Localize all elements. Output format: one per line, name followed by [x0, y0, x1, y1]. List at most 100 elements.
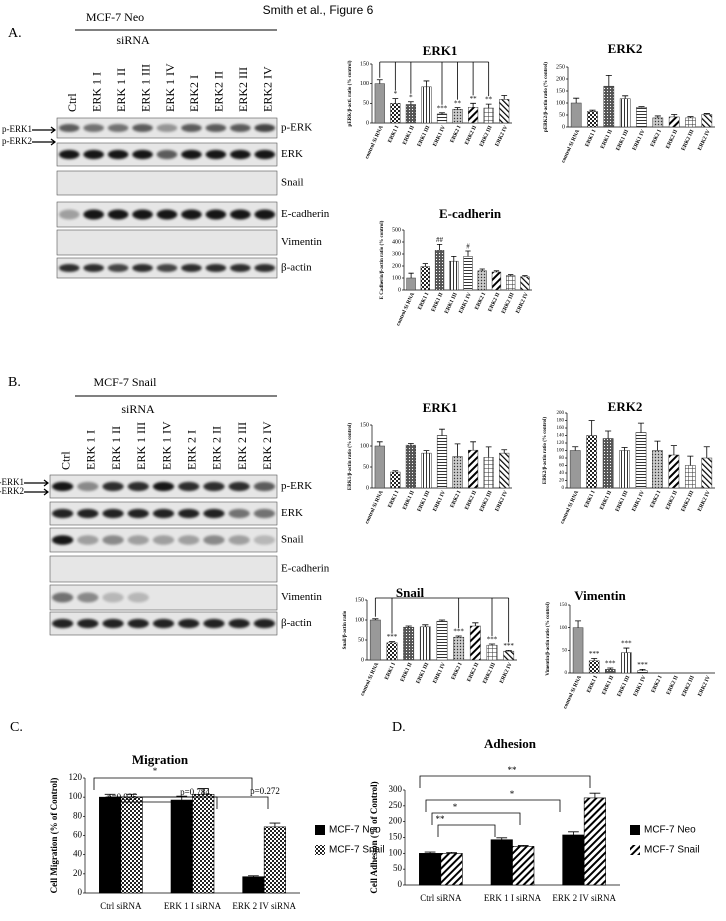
blot-band	[156, 149, 178, 160]
error-bar	[508, 274, 514, 276]
x-tick-label: ERK1 II	[599, 490, 613, 511]
x-tick-label: Ctrl siRNA	[100, 901, 142, 911]
error-bar	[670, 445, 677, 455]
bar	[603, 85, 615, 128]
y-tick-label: 150	[355, 597, 364, 603]
x-tick-label: ERK2 I	[650, 675, 663, 694]
bar	[483, 457, 494, 489]
bar	[586, 435, 598, 489]
error-bar	[654, 115, 661, 118]
significance-label: ***	[487, 636, 498, 644]
x-tick-label: Ctrl siRNA	[420, 893, 462, 903]
y-tick-label: 0	[398, 879, 403, 889]
bar	[463, 256, 473, 291]
y-tick-label: 300	[389, 784, 403, 794]
significance-bracket	[374, 597, 510, 643]
bar	[469, 625, 481, 661]
error-bar	[522, 275, 528, 277]
error-bar	[654, 440, 661, 451]
bar	[572, 627, 584, 674]
blot-band	[152, 508, 175, 519]
x-tick-label: ERK1 IV	[632, 129, 647, 152]
legend-swatch	[630, 845, 640, 855]
error-bar	[485, 446, 492, 458]
x-tick-label: ERK2 II	[487, 292, 501, 313]
bar	[192, 793, 215, 894]
bar	[569, 450, 581, 489]
bar	[440, 853, 463, 886]
blot-band	[83, 124, 104, 132]
blot-band	[205, 149, 227, 160]
bar	[506, 275, 516, 291]
significance-label: ***	[503, 642, 514, 650]
blot-band	[132, 264, 153, 272]
bar	[99, 796, 122, 894]
blot-band	[77, 481, 99, 492]
error-bar	[388, 641, 396, 643]
x-tick-label: ERK1 IV	[458, 292, 473, 315]
x-tick-label: control Si RNA	[395, 292, 416, 327]
blot-band	[52, 508, 74, 519]
blot-band	[181, 124, 202, 132]
band-arrow-label: p-ERK2	[2, 136, 32, 146]
lane-label: ERK2 IV	[261, 66, 275, 112]
x-tick-label: ERK2 I	[649, 490, 662, 509]
x-tick-label: ERK2 IV	[515, 292, 530, 315]
error-bar	[501, 95, 508, 100]
significance-bracket	[111, 796, 269, 809]
error-bar	[446, 851, 457, 854]
error-bar	[638, 106, 645, 108]
y-axis-label: Snail/β-actin ratio	[343, 610, 348, 649]
significance-label: ##	[436, 236, 444, 244]
x-tick-label: ERK2 IV	[494, 125, 509, 148]
blot-band	[77, 618, 99, 629]
error-bar	[589, 792, 601, 798]
lane-label: ERK 1 III	[134, 422, 148, 470]
significance-bracket	[419, 775, 591, 788]
y-tick-label: 200	[557, 411, 565, 416]
blot-band	[77, 592, 99, 603]
bar	[436, 113, 448, 124]
error-bar	[405, 625, 412, 628]
band-arrow	[32, 126, 56, 134]
blot-band	[230, 209, 251, 220]
bar	[701, 457, 713, 489]
error-bar	[454, 107, 461, 110]
blot-band	[230, 264, 251, 272]
bar	[468, 107, 479, 124]
legend-swatch	[630, 825, 640, 835]
error-bar	[472, 622, 479, 626]
annotation: *	[153, 766, 158, 776]
y-tick-label: 80	[73, 810, 83, 820]
bar	[512, 846, 535, 886]
error-bar	[496, 837, 508, 840]
error-bar	[488, 643, 496, 646]
lane-label: ERK2 II	[212, 71, 226, 112]
error-bar	[703, 446, 710, 458]
y-tick-label: 20	[559, 479, 565, 484]
blot-band	[132, 149, 153, 160]
y-tick-label: 200	[389, 816, 403, 826]
x-tick-label: ERK1 IV	[631, 490, 646, 513]
y-tick-label: 50	[358, 637, 364, 643]
lane-label: ERK2 III	[236, 67, 250, 112]
x-tick-label: ERK1 I	[384, 662, 397, 681]
y-tick-label: 60	[559, 464, 565, 469]
blot-band	[127, 481, 149, 492]
y-axis-label: ERK1/β-actin ratio (% control)	[348, 423, 353, 490]
blot-band	[228, 535, 250, 545]
bar	[499, 452, 510, 489]
band-arrow	[32, 138, 56, 146]
bar	[436, 435, 448, 489]
blot-title: MCF-7 Snail	[93, 375, 157, 389]
y-tick-label: 150	[560, 603, 568, 608]
error-bar	[408, 272, 414, 278]
x-tick-label: ERK1 II	[402, 490, 416, 511]
x-tick-label: ERK 2 IV siRNA	[232, 901, 296, 911]
bar	[390, 103, 401, 124]
x-tick-label: ERK1 II	[400, 662, 414, 683]
row-label: Vimentin	[281, 236, 322, 248]
legend-label: MCF-7 Neo	[644, 825, 696, 836]
blot-band	[132, 124, 153, 132]
blot-band	[254, 209, 276, 220]
